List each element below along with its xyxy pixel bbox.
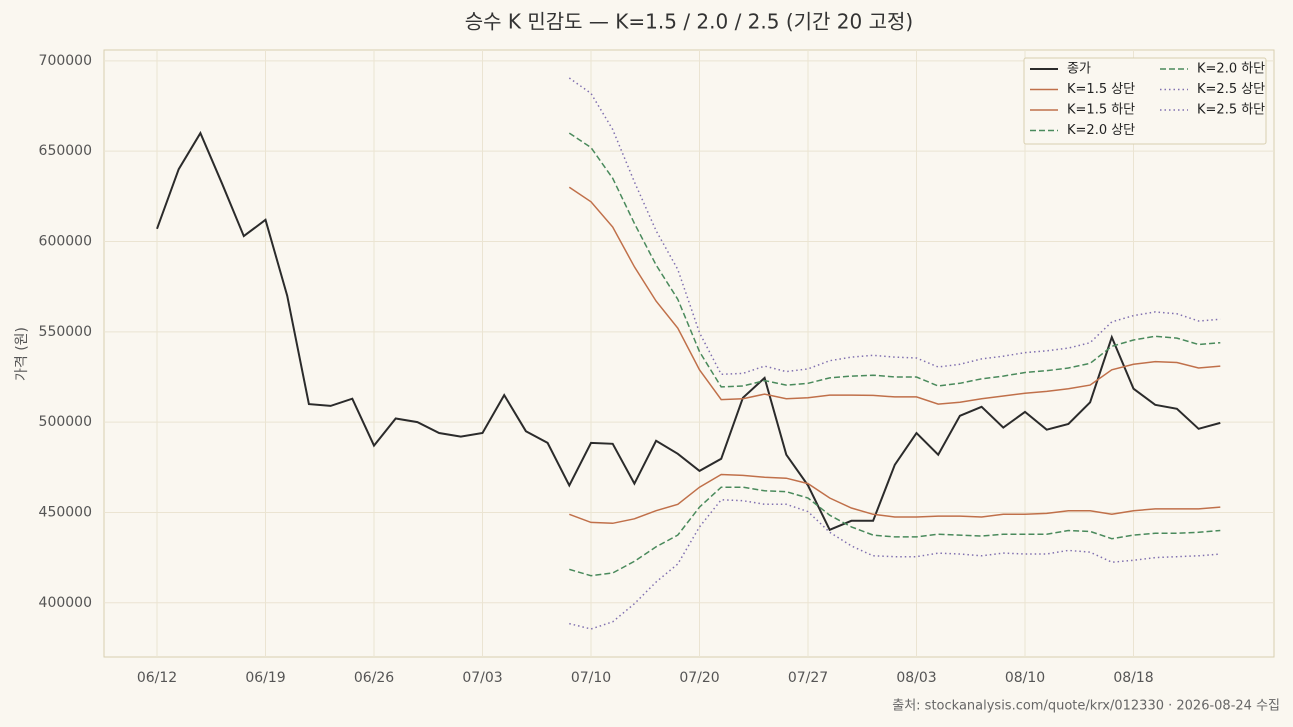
- x-tick-label: 08/03: [896, 670, 936, 686]
- legend-label: 종가: [1067, 62, 1091, 77]
- x-tick-label: 06/19: [245, 670, 285, 686]
- y-tick-label: 600000: [39, 233, 92, 249]
- x-tick-label: 07/27: [788, 670, 828, 686]
- x-tick-label: 06/26: [354, 670, 394, 686]
- series-line: [568, 132, 1221, 388]
- y-tick-label: 700000: [39, 53, 92, 69]
- plot-frame: [103, 49, 1275, 658]
- series-line: [156, 130, 1221, 532]
- grid-layer: 400000 450000 500000 550000 600000 650000 7000…: [39, 50, 1274, 686]
- x-tick-label: 07/10: [571, 670, 611, 686]
- series-line: [569, 486, 1221, 577]
- y-tick-label: 550000: [39, 324, 92, 340]
- line-layer: [156, 77, 1221, 630]
- series-line: [569, 473, 1221, 525]
- x-tick-label: 07/20: [679, 670, 719, 686]
- chart-title: 승수 K 민감도 — K=1.5 / 2.0 / 2.5 (기간 20 고정): [465, 10, 913, 34]
- legend-label: K=2.0 상단: [1067, 123, 1135, 138]
- x-tick-label: 06/12: [137, 670, 177, 686]
- series-line: [568, 186, 1221, 405]
- y-axis-label: 가격 (원): [14, 327, 30, 381]
- source-note: 출처: stockanalysis.com/quote/krx/012330 ·…: [892, 699, 1280, 714]
- x-tick-label: 07/03: [462, 670, 502, 686]
- x-tick-label: 08/10: [1005, 670, 1045, 686]
- legend-frame: [1023, 57, 1267, 145]
- y-tick-label: 400000: [39, 595, 92, 611]
- legend-label: K=1.5 상단: [1067, 82, 1135, 97]
- legend-label: K=2.5 하단: [1197, 103, 1265, 118]
- y-tick-label: 450000: [39, 504, 92, 520]
- y-tick-label: 650000: [39, 143, 92, 159]
- legend-label: K=1.5 하단: [1067, 103, 1135, 118]
- y-tick-label: 500000: [39, 414, 92, 430]
- legend: 종가 K=1.5 상단 K=1.5 하단 K=2.0 상단 K=2.0 하단 K=2.5 …: [1023, 57, 1267, 145]
- legend-label: K=2.5 상단: [1197, 82, 1265, 97]
- legend-label: K=2.0 하단: [1197, 62, 1265, 77]
- x-tick-label: 08/18: [1113, 670, 1153, 686]
